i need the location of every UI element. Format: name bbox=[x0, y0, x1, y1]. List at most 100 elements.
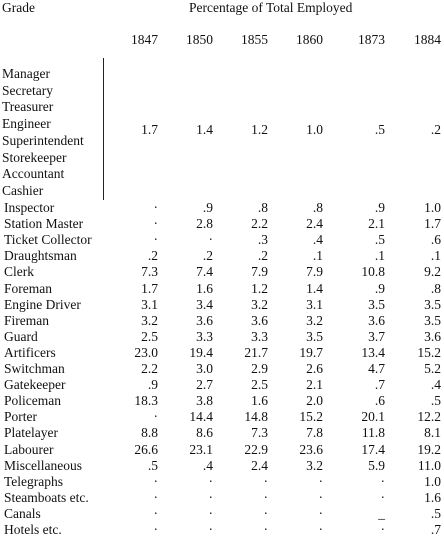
cell: 1.6 bbox=[424, 489, 441, 505]
cell: 2.5 bbox=[251, 377, 268, 393]
grade-label: Foreman bbox=[4, 280, 52, 296]
cell: 2.4 bbox=[306, 216, 323, 232]
cell: · bbox=[263, 473, 269, 489]
cell: 2.1 bbox=[368, 216, 385, 232]
cell: 1.2 bbox=[251, 280, 268, 296]
cell: 3.5 bbox=[424, 312, 441, 328]
cell: 1.0 bbox=[424, 200, 441, 215]
cell: .1 bbox=[430, 248, 441, 264]
cell: · bbox=[263, 489, 269, 505]
cell: 3.1 bbox=[306, 296, 323, 312]
cell: · bbox=[208, 505, 214, 521]
cell: · bbox=[208, 473, 214, 489]
cell: 7.3 bbox=[141, 264, 158, 280]
cell: · bbox=[153, 409, 159, 425]
cell: .6 bbox=[430, 232, 441, 248]
cell: 19.4 bbox=[189, 344, 213, 360]
cell: 7.8 bbox=[306, 425, 323, 441]
cell: 8.6 bbox=[196, 425, 213, 441]
cell: 3.5 bbox=[306, 328, 323, 344]
cell: 7.9 bbox=[306, 264, 323, 280]
group-grade: Accountant bbox=[2, 166, 65, 182]
cell: 3.4 bbox=[196, 296, 213, 312]
group-grade: Storekeeper bbox=[2, 149, 67, 165]
year-header: 1847 bbox=[131, 32, 158, 47]
cell: 1.4 bbox=[306, 280, 323, 296]
cell: .2 bbox=[147, 248, 158, 264]
cell: 3.2 bbox=[306, 457, 323, 473]
cell: · bbox=[318, 473, 324, 489]
cell: 5.2 bbox=[424, 361, 441, 376]
cell: .9 bbox=[374, 200, 385, 215]
cell: 8.1 bbox=[424, 425, 441, 441]
cell: · bbox=[153, 200, 159, 215]
cell: 23.0 bbox=[134, 344, 158, 360]
cell: 3.1 bbox=[141, 296, 158, 312]
cell: 7.3 bbox=[251, 425, 268, 441]
cell: 19.7 bbox=[299, 344, 323, 360]
cell: · bbox=[380, 473, 386, 489]
grade-label: Labourer bbox=[4, 441, 54, 457]
cell: .9 bbox=[202, 200, 213, 215]
cell: 2.2 bbox=[251, 216, 268, 232]
grade-label: Switchman bbox=[4, 361, 65, 376]
grade-header: Grade bbox=[2, 0, 35, 15]
year-header: 1860 bbox=[296, 32, 323, 47]
group-grade: Secretary bbox=[2, 82, 53, 98]
cell: 3.6 bbox=[424, 328, 441, 344]
grade-label: Fireman bbox=[4, 312, 49, 328]
cell: 2.0 bbox=[306, 393, 323, 409]
cell: 10.8 bbox=[361, 264, 385, 280]
cell: 18.3 bbox=[134, 393, 158, 409]
cell: 1.0 bbox=[424, 473, 441, 489]
grade-label: Hotels etc. bbox=[4, 522, 62, 537]
grade-label: Draughtsman bbox=[4, 248, 77, 264]
group-grade: Treasurer bbox=[2, 99, 54, 115]
cell: · bbox=[153, 473, 159, 489]
grade-label: Inspector bbox=[4, 200, 55, 215]
cell: .8 bbox=[430, 280, 441, 296]
year-header: 1884 bbox=[414, 32, 441, 47]
cell: 3.5 bbox=[368, 296, 385, 312]
cell: 7.9 bbox=[251, 264, 268, 280]
grade-label: Ticket Collector bbox=[4, 232, 92, 248]
grade-label: Steamboats etc. bbox=[4, 489, 89, 505]
group-value: .5 bbox=[374, 122, 385, 137]
year-header: 1850 bbox=[186, 32, 213, 47]
cell: 5.9 bbox=[368, 457, 385, 473]
cell: · bbox=[318, 505, 324, 521]
cell: 3.8 bbox=[196, 393, 213, 409]
grade-label: Porter bbox=[4, 409, 37, 425]
cell: 9.2 bbox=[424, 264, 441, 280]
cell: 23.1 bbox=[189, 441, 213, 457]
cell: · bbox=[153, 216, 159, 232]
cell: 15.2 bbox=[417, 344, 441, 360]
cell: .9 bbox=[147, 377, 158, 393]
cell: 3.2 bbox=[141, 312, 158, 328]
cell: 26.6 bbox=[134, 441, 158, 457]
cell: 2.4 bbox=[251, 457, 268, 473]
cell: 11.8 bbox=[361, 425, 385, 441]
cell: 2.7 bbox=[196, 377, 213, 393]
cell: 1.7 bbox=[424, 216, 441, 232]
cell: · bbox=[208, 522, 214, 537]
cell: 23.6 bbox=[299, 441, 323, 457]
cell: · bbox=[153, 489, 159, 505]
cell: 3.2 bbox=[306, 312, 323, 328]
cell: · bbox=[153, 505, 159, 521]
cell: .8 bbox=[312, 200, 323, 215]
cell: 3.6 bbox=[368, 312, 385, 328]
cell: .2 bbox=[202, 248, 213, 264]
grade-label: Telegraphs bbox=[4, 473, 64, 489]
cell: 3.7 bbox=[368, 328, 385, 344]
cell: .7 bbox=[430, 522, 441, 537]
grade-label: Engine Driver bbox=[4, 296, 81, 312]
year-header: 1855 bbox=[241, 32, 268, 47]
cell: 2.5 bbox=[141, 328, 158, 344]
cell: 15.2 bbox=[299, 409, 323, 425]
cell: · bbox=[318, 522, 324, 537]
cell: .5 bbox=[374, 232, 385, 248]
cell: 17.4 bbox=[361, 441, 385, 457]
cell: .9 bbox=[374, 280, 385, 296]
cell: .4 bbox=[430, 377, 441, 393]
